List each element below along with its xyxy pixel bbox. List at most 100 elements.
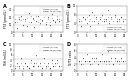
Point bbox=[120, 57, 122, 58]
Point bbox=[106, 16, 109, 17]
Point bbox=[24, 19, 26, 20]
Point bbox=[56, 60, 58, 61]
Point bbox=[84, 18, 86, 20]
Legend: AHDS (n=24), Other ID (n=25): AHDS (n=24), Other ID (n=25) bbox=[104, 25, 125, 31]
Point bbox=[52, 65, 54, 66]
Point bbox=[16, 21, 18, 22]
Point bbox=[20, 19, 22, 21]
Point bbox=[108, 21, 110, 22]
Point bbox=[31, 65, 34, 66]
Point bbox=[14, 19, 17, 20]
Point bbox=[18, 18, 20, 19]
Point bbox=[97, 21, 99, 22]
Point bbox=[124, 60, 126, 62]
Point bbox=[108, 23, 110, 24]
Point bbox=[49, 22, 51, 23]
Point bbox=[41, 68, 43, 69]
Point bbox=[101, 21, 103, 22]
Point bbox=[30, 62, 32, 64]
Point bbox=[50, 60, 53, 61]
Point bbox=[118, 64, 120, 65]
Point bbox=[84, 18, 86, 20]
Point bbox=[108, 64, 110, 65]
Point bbox=[80, 64, 82, 65]
Point bbox=[39, 65, 41, 66]
Point bbox=[37, 16, 39, 17]
Point bbox=[16, 65, 18, 66]
Point bbox=[93, 57, 95, 58]
Point bbox=[20, 15, 22, 16]
Point bbox=[105, 64, 107, 65]
Point bbox=[78, 60, 80, 62]
Point bbox=[120, 16, 122, 17]
Point bbox=[37, 21, 39, 22]
Point bbox=[43, 62, 45, 64]
Point bbox=[91, 12, 93, 13]
Point bbox=[103, 60, 105, 62]
Point bbox=[89, 18, 92, 20]
Point bbox=[26, 17, 28, 18]
Point bbox=[52, 19, 54, 21]
Point bbox=[99, 60, 101, 62]
Point bbox=[95, 16, 97, 17]
Point bbox=[95, 57, 97, 58]
Point bbox=[122, 60, 124, 62]
Point bbox=[22, 68, 24, 69]
Point bbox=[116, 21, 118, 22]
Text: C: C bbox=[3, 42, 6, 47]
Point bbox=[106, 50, 109, 52]
Point bbox=[87, 21, 90, 22]
Point bbox=[24, 20, 26, 22]
Point bbox=[103, 60, 105, 62]
Point bbox=[122, 60, 124, 62]
Point bbox=[114, 57, 116, 58]
Point bbox=[91, 21, 93, 22]
Point bbox=[78, 18, 80, 20]
Point bbox=[116, 60, 118, 62]
Point bbox=[47, 16, 49, 18]
Text: B: B bbox=[66, 4, 70, 9]
Point bbox=[50, 13, 53, 15]
Point bbox=[89, 60, 92, 62]
Point bbox=[97, 23, 99, 24]
Point bbox=[58, 19, 60, 20]
Point bbox=[26, 65, 28, 66]
Point bbox=[58, 20, 60, 22]
Point bbox=[45, 65, 47, 66]
Point bbox=[105, 18, 107, 20]
Point bbox=[30, 60, 32, 61]
Point bbox=[87, 14, 90, 15]
Point bbox=[56, 62, 58, 64]
Point bbox=[103, 21, 105, 22]
Point bbox=[86, 23, 88, 24]
Point bbox=[78, 60, 80, 62]
Point bbox=[54, 22, 56, 23]
Point bbox=[60, 19, 62, 21]
Point bbox=[47, 62, 49, 64]
Point bbox=[110, 60, 112, 62]
Point bbox=[49, 68, 51, 69]
Point bbox=[110, 18, 112, 20]
Point bbox=[103, 18, 105, 20]
Point bbox=[91, 57, 93, 58]
Point bbox=[49, 25, 51, 26]
Point bbox=[31, 65, 34, 66]
Point bbox=[26, 26, 28, 27]
Point bbox=[118, 60, 120, 62]
Point bbox=[16, 27, 18, 28]
Y-axis label: TSH (mU/L): TSH (mU/L) bbox=[4, 49, 8, 66]
Point bbox=[93, 60, 95, 62]
Point bbox=[45, 23, 47, 25]
Point bbox=[18, 68, 20, 69]
Point bbox=[56, 16, 58, 17]
Point bbox=[87, 60, 90, 62]
Y-axis label: T4/T3 ratio: T4/T3 ratio bbox=[69, 50, 73, 66]
Point bbox=[47, 19, 49, 20]
Point bbox=[28, 13, 30, 14]
Point bbox=[112, 64, 114, 65]
Point bbox=[99, 16, 101, 17]
Point bbox=[35, 16, 37, 17]
Point bbox=[22, 24, 24, 25]
Point bbox=[49, 68, 51, 69]
Text: A: A bbox=[3, 4, 6, 9]
